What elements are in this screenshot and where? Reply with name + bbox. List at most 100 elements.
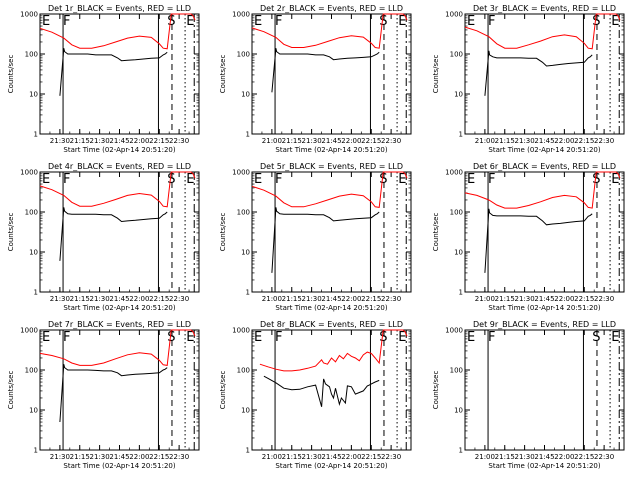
x-tick-label: 21:45 xyxy=(109,453,129,461)
y-tick-label: 1 xyxy=(459,131,463,139)
y-tick-label: 1 xyxy=(246,447,250,455)
event-marker-label: S xyxy=(167,330,175,345)
x-tick-label: 21:30 xyxy=(90,453,110,461)
lld-series-line xyxy=(39,329,196,366)
x-tick-label: 22:15 xyxy=(574,137,594,145)
event-marker-label: F xyxy=(63,172,70,187)
y-tick-label: 10 xyxy=(29,249,38,257)
event-marker-label: F xyxy=(63,14,70,29)
event-marker-label: E xyxy=(467,172,475,187)
x-tick-label: 21:15 xyxy=(282,295,302,303)
y-tick-label: 1 xyxy=(246,289,250,297)
x-tick-label: 21:30 xyxy=(302,137,322,145)
x-tick-label: 22:30 xyxy=(594,295,614,303)
x-axis-label: Start Time (02-Apr-14 20:51:20) xyxy=(63,462,175,470)
y-tick-label: 1 xyxy=(34,447,38,455)
x-tick-label: 22:30 xyxy=(381,295,401,303)
x-tick-label: 21:15 xyxy=(495,295,515,303)
x-axis-label: Start Time (02-Apr-14 20:51:20) xyxy=(275,304,387,312)
event-marker-label: S xyxy=(379,172,387,187)
lld-series-line xyxy=(39,171,196,208)
x-tick-label: 21:30 xyxy=(302,295,322,303)
x-tick-label: 21:45 xyxy=(534,137,554,145)
detector-panel-9: Det 9r_BLACK = Events, RED = LLD 1 10 100 10… xyxy=(432,320,625,470)
y-tick-label: 10 xyxy=(454,407,463,415)
x-tick-label: 21:45 xyxy=(321,453,341,461)
x-axis-label: Start Time (02-Apr-14 20:51:20) xyxy=(63,146,175,154)
y-tick-label: 10 xyxy=(241,91,250,99)
x-tick-label: 22:30 xyxy=(169,137,189,145)
panel-title: Det 8r_BLACK = Events, RED = LLD xyxy=(260,320,403,329)
x-tick-label: 21:15 xyxy=(495,453,515,461)
detector-panel-1: Det 1r_BLACK = Events, RED = LLD 1 10 100 10… xyxy=(7,4,200,154)
y-tick-label: 100 xyxy=(25,51,38,59)
events-series-line xyxy=(263,375,380,407)
x-tick-label: 21:45 xyxy=(109,295,129,303)
panel-title: Det 6r_BLACK = Events, RED = LLD xyxy=(473,162,616,171)
event-marker-label: E xyxy=(254,14,262,29)
y-axis-label: Counts/sec xyxy=(7,371,15,410)
detector-panel-4: Det 4r_BLACK = Events, RED = LLD 1 10 100 10… xyxy=(7,162,200,312)
events-series-line xyxy=(484,208,593,273)
plot-frame xyxy=(464,329,625,451)
panel-title: Det 7r_BLACK = Events, RED = LLD xyxy=(48,320,191,329)
y-tick-label: 10 xyxy=(454,249,463,257)
event-marker-label: F xyxy=(275,330,282,345)
events-series-line xyxy=(59,364,168,423)
y-axis-label: Counts/sec xyxy=(219,213,227,252)
y-tick-label: 1 xyxy=(459,289,463,297)
event-marker-label: E xyxy=(398,330,406,345)
event-marker-label: E xyxy=(398,172,406,187)
event-marker-label: E xyxy=(42,172,50,187)
y-tick-label: 100 xyxy=(237,209,250,217)
lld-series-line xyxy=(251,171,408,208)
lld-series-line xyxy=(464,13,621,50)
y-tick-label: 1 xyxy=(34,289,38,297)
event-marker-label: F xyxy=(63,330,70,345)
y-axis-label: Counts/sec xyxy=(219,371,227,410)
x-axis-label: Start Time (02-Apr-14 20:51:20) xyxy=(488,304,600,312)
x-tick-label: 22:00 xyxy=(129,137,149,145)
x-axis-label: Start Time (02-Apr-14 20:51:20) xyxy=(488,462,600,470)
event-marker-label: S xyxy=(379,330,387,345)
y-axis-label: Counts/sec xyxy=(7,213,15,252)
panel-title: Det 3r_BLACK = Events, RED = LLD xyxy=(473,4,616,13)
lld-series-line xyxy=(464,171,621,209)
y-tick-label: 10 xyxy=(241,249,250,257)
x-tick-label: 22:00 xyxy=(341,137,361,145)
y-tick-label: 1 xyxy=(459,447,463,455)
event-marker-label: E xyxy=(42,14,50,29)
y-tick-label: 1000 xyxy=(20,11,38,19)
x-tick-label: 22:15 xyxy=(361,295,381,303)
x-tick-label: 22:00 xyxy=(554,137,574,145)
event-marker-label: E xyxy=(611,172,619,187)
x-tick-label: 21:45 xyxy=(321,295,341,303)
x-tick-label: 21:45 xyxy=(321,137,341,145)
events-series-line xyxy=(59,48,168,96)
y-tick-label: 1000 xyxy=(232,11,250,19)
events-series-line xyxy=(484,50,593,96)
event-marker-label: E xyxy=(398,14,406,29)
event-marker-label: E xyxy=(611,14,619,29)
event-marker-label: S xyxy=(592,172,600,187)
x-tick-label: 22:30 xyxy=(381,137,401,145)
x-tick-label: 22:30 xyxy=(169,453,189,461)
x-tick-label: 22:15 xyxy=(149,453,169,461)
panel-title: Det 2r_BLACK = Events, RED = LLD xyxy=(260,4,403,13)
x-tick-label: 21:45 xyxy=(534,453,554,461)
x-tick-label: 21:00 xyxy=(475,453,495,461)
y-tick-label: 1000 xyxy=(445,11,463,19)
x-tick-label: 22:00 xyxy=(554,453,574,461)
y-tick-label: 1000 xyxy=(232,169,250,177)
x-tick-label: 22:00 xyxy=(341,453,361,461)
detector-panel-3: Det 3r_BLACK = Events, RED = LLD 1 10 100 10… xyxy=(432,4,625,154)
y-tick-label: 1 xyxy=(34,131,38,139)
x-tick-label: 22:30 xyxy=(381,453,401,461)
y-axis-label: Counts/sec xyxy=(7,55,15,94)
y-tick-label: 100 xyxy=(25,209,38,217)
x-tick-label: 22:00 xyxy=(341,295,361,303)
x-tick-label: 21:30 xyxy=(50,295,70,303)
y-tick-label: 100 xyxy=(450,51,463,59)
events-series-line xyxy=(271,207,380,273)
event-marker-label: F xyxy=(275,14,282,29)
